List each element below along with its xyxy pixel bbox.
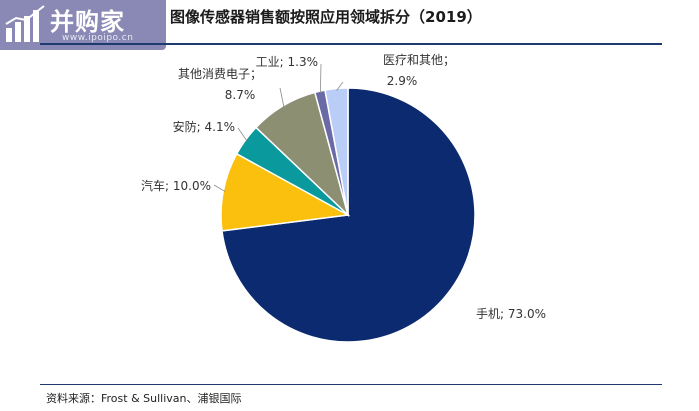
slice-label: 2.9%	[387, 74, 418, 88]
leader-line	[319, 63, 322, 94]
leader-line	[279, 87, 285, 108]
leader-line	[213, 184, 226, 192]
leader-line	[237, 127, 248, 142]
slice-label: 8.7%	[225, 88, 256, 102]
bar-chart-icon	[5, 5, 45, 42]
slice-label: 医疗和其他；	[383, 53, 455, 67]
title-divider	[40, 43, 662, 45]
watermark: 并购家 www.ipoipo.cn	[0, 0, 166, 50]
slice-label: 安防; 4.1%	[173, 119, 235, 134]
leader-line	[336, 81, 344, 91]
source-note: 资料来源：Frost & Sullivan、浦银国际	[46, 392, 242, 405]
slice-label: 其他消费电子；	[178, 67, 262, 81]
slice-label: 汽车; 10.0%	[141, 178, 211, 193]
pie-slice	[324, 87, 349, 216]
chart-title: 图像传感器销售额按照应用领域拆分（2019）	[170, 8, 482, 26]
pie-slice	[220, 152, 351, 232]
slice-label: 手机; 73.0%	[476, 307, 546, 321]
slice-label: 工业; 1.3%	[256, 55, 318, 69]
watermark-brand: 并购家	[50, 8, 125, 36]
source-divider	[40, 384, 662, 385]
watermark-url: www.ipoipo.cn	[62, 33, 134, 43]
